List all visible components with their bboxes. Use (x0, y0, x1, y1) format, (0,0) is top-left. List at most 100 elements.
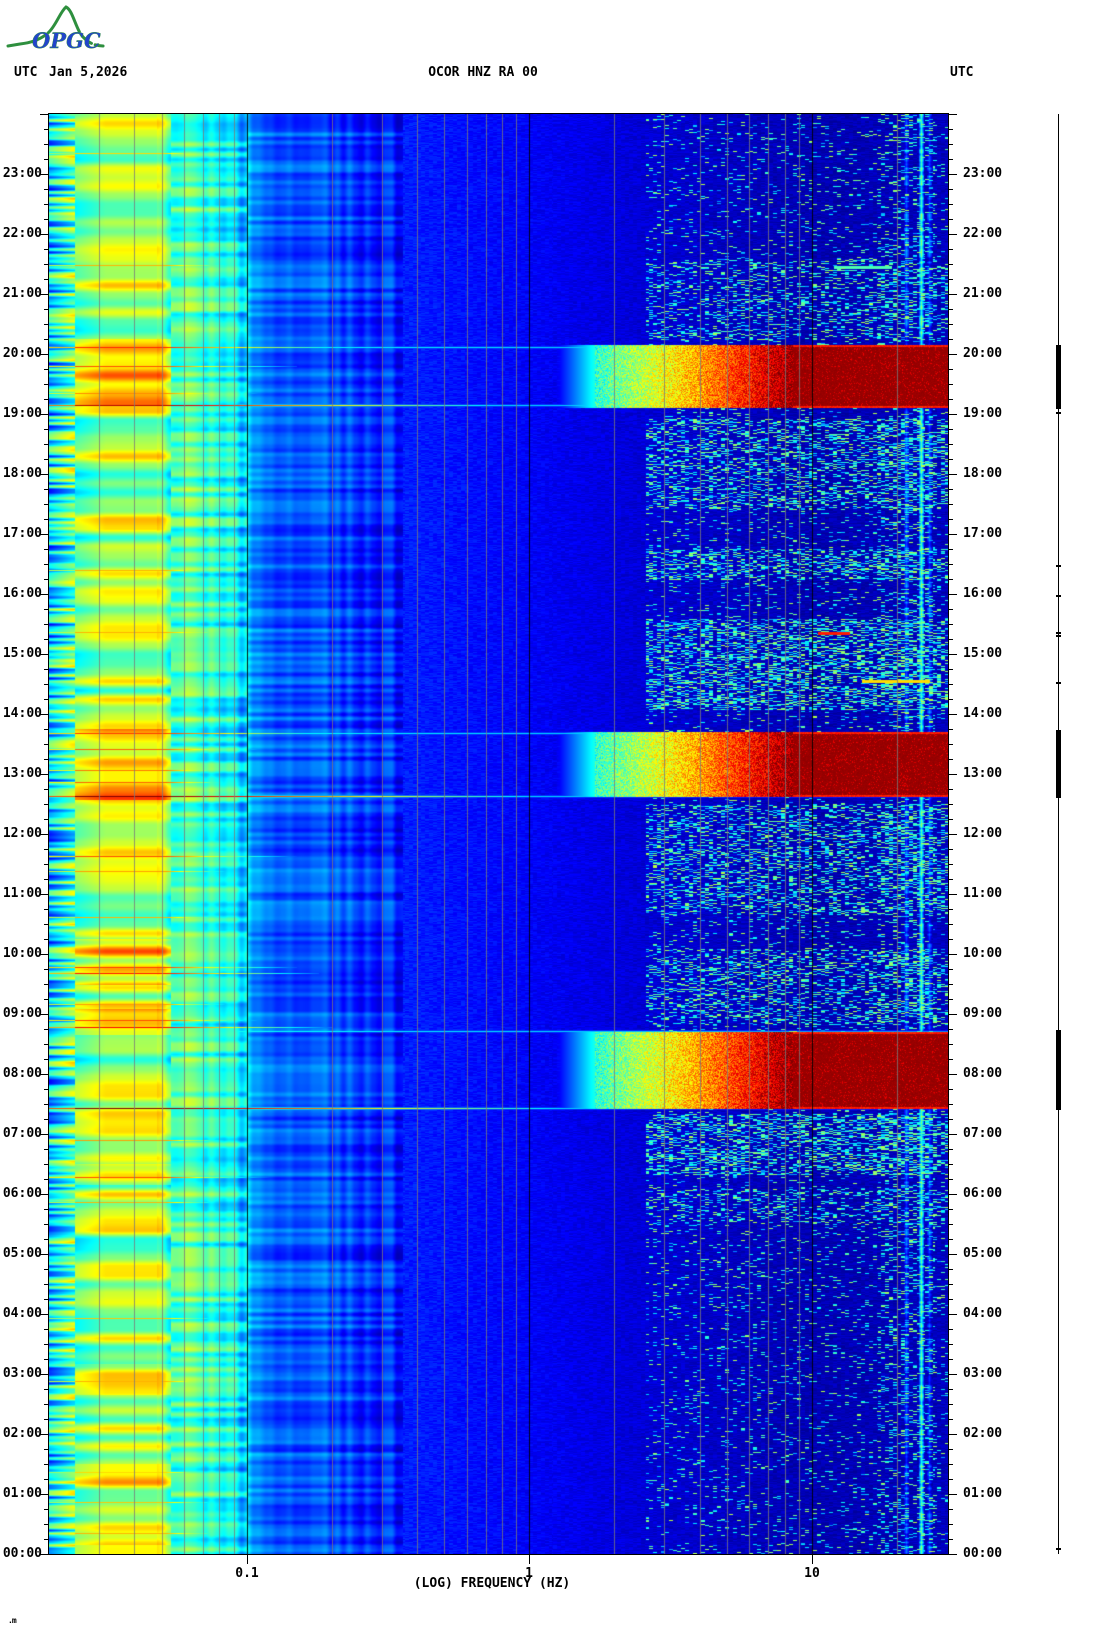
x-tick-label: 0.1 (235, 1566, 259, 1581)
y-axis-tick-right (948, 954, 957, 955)
hour-label-right: 11:00 (963, 886, 1003, 901)
y-axis-tick-left (44, 819, 49, 820)
y-axis-tick-right (948, 1419, 953, 1420)
y-axis-tick-left (40, 1194, 49, 1195)
y-axis-tick-right (948, 1464, 953, 1465)
hour-label-left: 00:00 (2, 1546, 42, 1561)
y-axis-tick-left (40, 1374, 49, 1375)
y-axis-tick-left (44, 1404, 49, 1405)
hour-label-left: 16:00 (2, 586, 42, 601)
y-axis-tick-right (948, 429, 953, 430)
y-axis-tick-right (948, 174, 957, 175)
y-axis-tick-right (948, 1014, 957, 1015)
y-axis-tick-left (44, 369, 49, 370)
logo-mountain-curve (6, 5, 142, 48)
detection-mark (1056, 682, 1061, 684)
y-axis-tick-right (948, 339, 953, 340)
y-axis-tick-right (948, 1254, 957, 1255)
x-tick-label: 1 (525, 1566, 533, 1581)
y-axis-tick-right (948, 474, 957, 475)
opgc-logo: OPGC (6, 5, 142, 53)
hour-label-left: 11:00 (2, 886, 42, 901)
hour-label-right: 10:00 (963, 946, 1003, 961)
y-axis-tick-left (44, 969, 49, 970)
hour-label-right: 03:00 (963, 1366, 1003, 1381)
y-axis-tick-right (948, 609, 953, 610)
detection-mark (1056, 635, 1061, 637)
y-axis-tick-left (40, 114, 49, 115)
y-axis-tick-left (44, 1524, 49, 1525)
y-axis-tick-right (948, 129, 953, 130)
y-axis-tick-left (44, 1284, 49, 1285)
y-axis-tick-right (948, 1479, 953, 1480)
y-axis-tick-left (44, 1104, 49, 1105)
y-axis-tick-left (44, 1209, 49, 1210)
y-axis-tick-right (948, 699, 953, 700)
y-axis-tick-right (948, 1224, 953, 1225)
y-axis-tick-left (40, 594, 49, 595)
y-axis-tick-right (948, 729, 953, 730)
utc-label-left: UTC (14, 65, 38, 80)
y-axis-tick-left (40, 654, 49, 655)
hour-label-right: 18:00 (963, 466, 1003, 481)
y-axis-tick-left (44, 564, 49, 565)
y-axis-tick-left (44, 1479, 49, 1480)
y-axis-tick-left (44, 1539, 49, 1540)
y-axis-tick-left (40, 894, 49, 895)
y-axis-tick-right (948, 369, 953, 370)
y-axis-tick-left (44, 699, 49, 700)
y-axis-tick-right (948, 519, 953, 520)
hour-label-right: 04:00 (963, 1306, 1003, 1321)
y-axis-tick-left (44, 204, 49, 205)
hour-label-right: 06:00 (963, 1186, 1003, 1201)
y-axis-tick-right (948, 1284, 953, 1285)
hour-label-left: 21:00 (2, 286, 42, 301)
hour-label-left: 18:00 (2, 466, 42, 481)
hour-label-left: 05:00 (2, 1246, 42, 1261)
detection-mark (1056, 565, 1061, 567)
detection-line (1058, 114, 1059, 1554)
y-axis-tick-left (40, 1434, 49, 1435)
y-axis-tick-right (948, 1494, 957, 1495)
hour-label-left: 23:00 (2, 166, 42, 181)
y-axis-tick-left (44, 1269, 49, 1270)
y-axis-tick-left (44, 879, 49, 880)
y-axis-tick-right (948, 1059, 953, 1060)
y-axis-tick-left (40, 1254, 49, 1255)
y-axis-tick-right (948, 159, 953, 160)
hour-label-right: 09:00 (963, 1006, 1003, 1021)
y-axis-tick-right (948, 1554, 957, 1555)
x-axis-tick (812, 1554, 813, 1564)
y-axis-tick-right (948, 249, 953, 250)
y-axis-tick-left (44, 279, 49, 280)
y-axis-tick-left (44, 1179, 49, 1180)
y-axis-tick-left (44, 429, 49, 430)
y-axis-tick-right (948, 534, 957, 535)
y-axis-tick-left (44, 1299, 49, 1300)
y-axis-tick-right (948, 879, 953, 880)
y-axis-tick-left (40, 774, 49, 775)
y-axis-tick-left (44, 1089, 49, 1090)
hour-label-left: 10:00 (2, 946, 42, 961)
hour-label-left: 06:00 (2, 1186, 42, 1201)
y-axis-tick-left (44, 399, 49, 400)
y-axis-tick-right (948, 1269, 953, 1270)
y-axis-tick-left (40, 1314, 49, 1315)
y-axis-tick-right (948, 909, 953, 910)
y-axis-tick-left (40, 1494, 49, 1495)
detection-mark (1056, 412, 1061, 414)
hour-label-right: 21:00 (963, 286, 1003, 301)
y-axis-tick-left (44, 849, 49, 850)
date-label: Jan 5,2026 (49, 65, 128, 80)
y-axis-tick-left (44, 579, 49, 580)
y-axis-tick-right (948, 594, 957, 595)
y-axis-tick-left (40, 534, 49, 535)
hour-label-left: 15:00 (2, 646, 42, 661)
y-axis-tick-right (948, 939, 953, 940)
y-axis-tick-left (40, 294, 49, 295)
y-axis-tick-right (948, 444, 953, 445)
y-axis-tick-right (948, 1329, 953, 1330)
spectrogram-canvas (49, 114, 948, 1554)
y-axis-tick-left (44, 729, 49, 730)
y-axis-tick-left (44, 744, 49, 745)
